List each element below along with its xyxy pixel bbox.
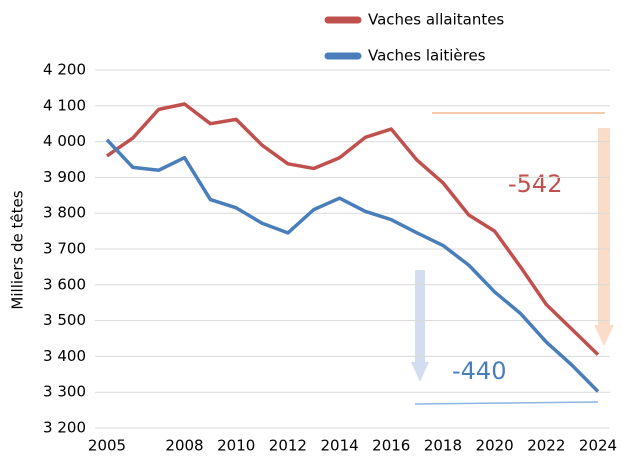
x-tick-label: 2020 (476, 437, 514, 455)
y-tick-label: 3 700 (43, 240, 86, 258)
y-tick-label: 4 100 (43, 96, 86, 114)
x-tick-label: 2008 (165, 437, 203, 455)
x-tick-label: 2022 (527, 437, 565, 455)
reference-line (414, 401, 599, 405)
y-tick-label: 3 400 (43, 347, 86, 365)
y-tick-label: 4 000 (43, 132, 86, 150)
x-tick-label: 2016 (372, 437, 410, 455)
y-tick-label: 3 300 (43, 383, 86, 401)
data-line (106, 102, 600, 356)
y-tick-label: 3 600 (43, 275, 86, 293)
x-tick-label: 2010 (217, 437, 255, 455)
y-tick-label: 3 500 (43, 311, 86, 329)
annotation: -542 (508, 170, 562, 198)
x-tick-label: 2005 (88, 437, 126, 455)
x-tick-label: 2018 (424, 437, 462, 455)
y-tick-label: 4 200 (43, 61, 86, 79)
x-tick-label: 2014 (320, 437, 358, 455)
y-axis-label: Milliers de têtes (9, 190, 27, 309)
x-tick-label: 2012 (269, 437, 307, 455)
y-tick-label: 3 900 (43, 168, 86, 186)
data-line (105, 138, 600, 393)
y-tick-label: 3 200 (43, 419, 86, 437)
annotation: -440 (452, 357, 506, 385)
y-tick-label: 3 800 (43, 204, 86, 222)
legend-label: Vaches laitières (368, 47, 486, 65)
x-tick-label: 2024 (579, 437, 617, 455)
legend-label: Vaches allaitantes (368, 11, 504, 29)
arrow (594, 128, 614, 346)
arrow (411, 270, 429, 382)
